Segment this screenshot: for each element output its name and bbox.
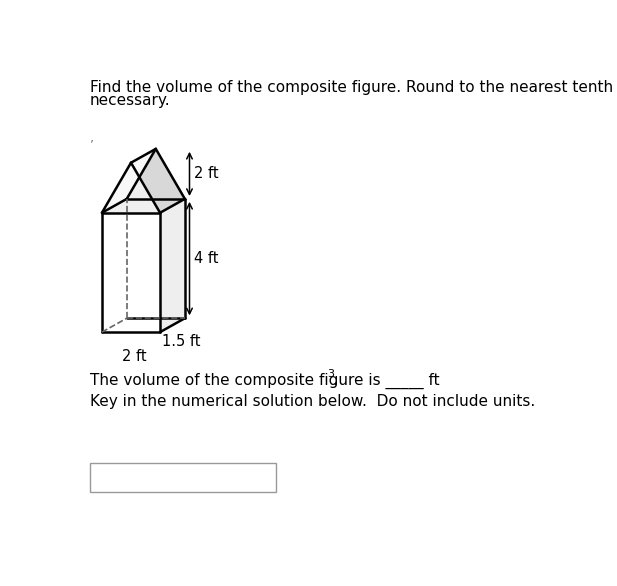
Text: ’: ’: [89, 138, 94, 151]
Text: .: .: [333, 373, 337, 388]
Text: 1.5 ft: 1.5 ft: [162, 335, 200, 349]
Text: Key in the numerical solution below.  Do not include units.: Key in the numerical solution below. Do …: [89, 394, 535, 408]
Polygon shape: [102, 163, 160, 213]
Polygon shape: [102, 149, 155, 213]
Text: The volume of the composite figure is _____ ft: The volume of the composite figure is __…: [89, 373, 439, 389]
Polygon shape: [131, 149, 185, 213]
Text: Find the volume of the composite figure. Round to the nearest tenth if: Find the volume of the composite figure.…: [89, 80, 617, 94]
Polygon shape: [102, 213, 160, 332]
Text: 2 ft: 2 ft: [194, 166, 219, 182]
Text: necessary.: necessary.: [89, 93, 170, 108]
Polygon shape: [102, 199, 185, 213]
Bar: [89, 463, 276, 492]
Polygon shape: [160, 199, 185, 332]
Text: 3: 3: [328, 369, 334, 379]
Text: 4 ft: 4 ft: [194, 251, 218, 266]
Text: 2 ft: 2 ft: [122, 349, 146, 364]
